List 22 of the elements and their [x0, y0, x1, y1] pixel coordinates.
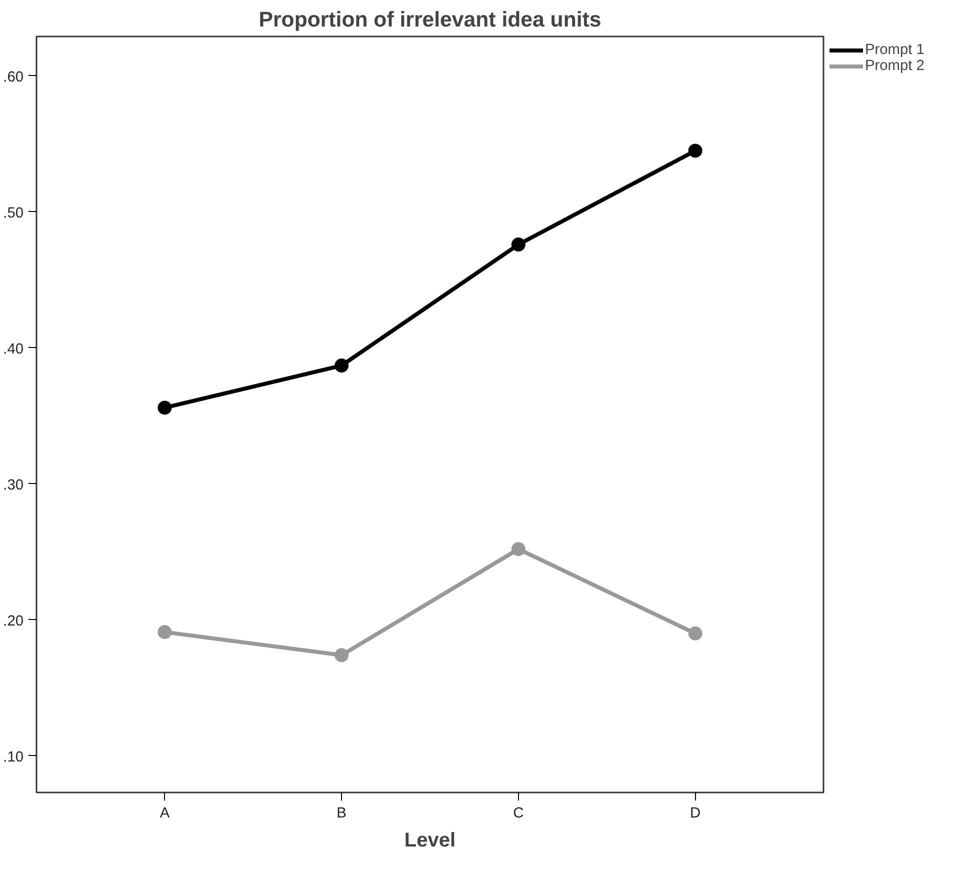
x-tick-label: B	[336, 806, 346, 822]
chart-title: Proportion of irrelevant idea units	[258, 8, 602, 32]
point	[158, 400, 172, 415]
y-tick-label: .40	[3, 341, 24, 358]
y-tick-label: .10	[3, 749, 24, 766]
y-tick-label: .30	[3, 477, 24, 494]
y-tick-label: .20	[3, 613, 24, 630]
x-tick-label: D	[690, 806, 701, 822]
point	[688, 626, 702, 640]
x-axis-title: Level	[404, 830, 456, 852]
point	[334, 358, 349, 373]
point	[511, 238, 526, 252]
y-tick-label: .60	[3, 69, 24, 86]
point	[334, 648, 349, 662]
x-tick-label: C	[513, 806, 524, 822]
x-tick-label: A	[160, 806, 170, 822]
point	[511, 542, 526, 556]
legend-label: Prompt 1	[865, 42, 924, 58]
legend-label: Prompt 2	[865, 58, 924, 74]
point	[688, 144, 702, 158]
point	[158, 625, 172, 640]
y-tick-label: .50	[3, 205, 24, 222]
